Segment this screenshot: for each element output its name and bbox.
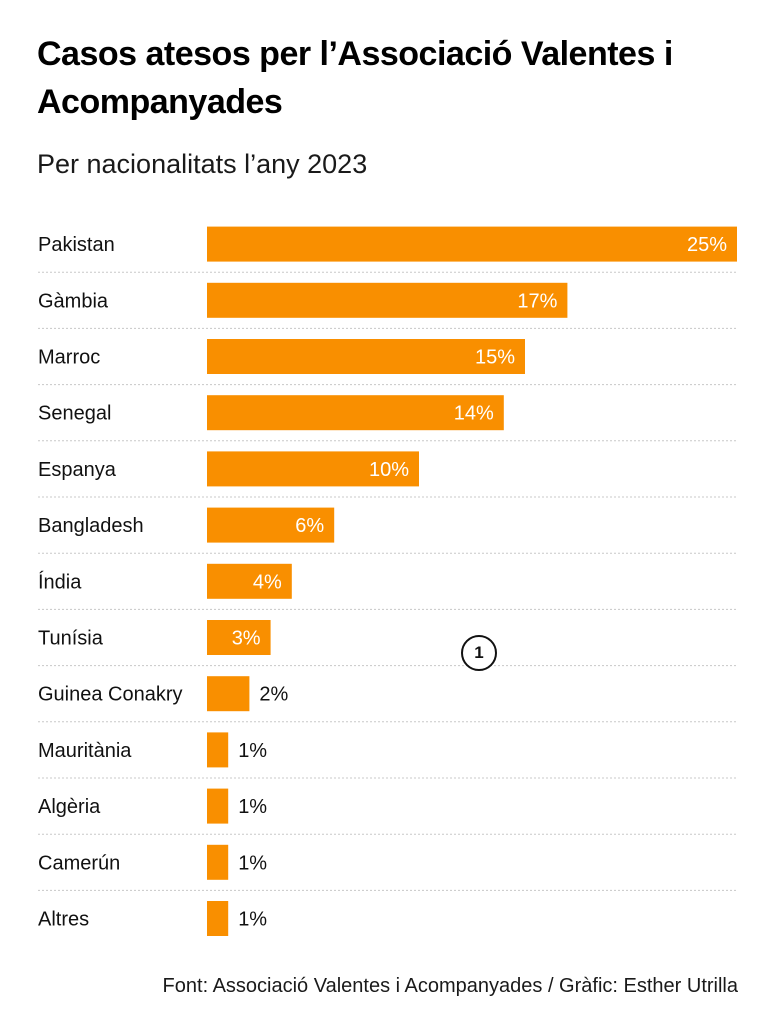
value-label: 1% — [238, 796, 267, 818]
category-label: Espanya — [38, 459, 117, 481]
value-label: 17% — [517, 290, 557, 312]
bar — [207, 451, 419, 487]
value-label: 4% — [253, 571, 282, 593]
bar — [207, 676, 250, 712]
category-label: Algèria — [38, 796, 101, 818]
value-label: 1% — [238, 740, 267, 762]
bar — [207, 620, 271, 655]
bar — [207, 732, 229, 768]
category-label: Pakistan — [38, 234, 115, 256]
category-label: Altres — [38, 909, 89, 931]
chart-subtitle: Per nacionalitats l’any 2023 — [37, 149, 368, 179]
category-label: Tunísia — [38, 628, 104, 650]
value-label: 25% — [687, 234, 727, 256]
bar — [207, 563, 292, 599]
bar — [207, 901, 229, 936]
value-label: 1% — [238, 852, 267, 874]
value-label: 10% — [369, 459, 409, 481]
bar — [207, 507, 335, 543]
category-label: Guinea Conakry — [38, 684, 183, 706]
value-label: 2% — [259, 684, 288, 706]
bar — [207, 339, 525, 374]
annotation-marker: 1 — [461, 635, 497, 671]
category-label: Gàmbia — [38, 290, 109, 312]
category-label: Mauritània — [38, 740, 132, 762]
value-label: 1% — [238, 909, 267, 931]
bar — [207, 395, 504, 431]
bar — [207, 226, 737, 262]
chart-title: Casos atesos per l’Associació Valentes i… — [37, 35, 673, 121]
category-label: Índia — [38, 570, 82, 593]
source-credit: Font: Associació Valentes i Acompanyades… — [162, 975, 738, 997]
bar — [207, 844, 229, 880]
category-label: Senegal — [38, 403, 111, 425]
category-label: Marroc — [38, 347, 100, 369]
value-label: 6% — [295, 515, 324, 537]
value-label: 14% — [454, 403, 494, 425]
value-label: 15% — [475, 347, 515, 369]
category-label: Bangladesh — [38, 515, 144, 537]
bar — [207, 282, 568, 318]
value-label: 3% — [232, 628, 261, 650]
category-label: Camerún — [38, 852, 120, 874]
bar — [207, 788, 229, 824]
